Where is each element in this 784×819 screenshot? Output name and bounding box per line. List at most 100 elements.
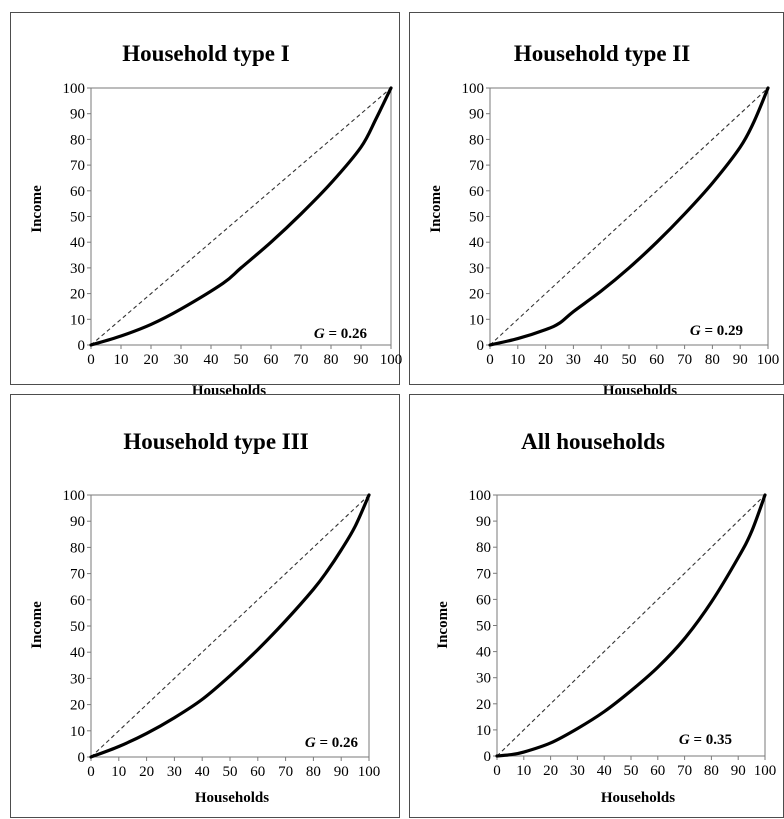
- x-tick-label: 80: [705, 352, 720, 368]
- y-tick-label: 80: [476, 540, 491, 556]
- x-tick-label: 30: [566, 352, 581, 368]
- x-tick-label: 40: [594, 352, 609, 368]
- y-tick-label: 0: [484, 749, 492, 765]
- lorenz-chart-household-type-1: Household type I 0 10 20 30 40 50 60 70 80 90 100 0 1…: [29, 41, 403, 399]
- y-tick-label: 100: [63, 488, 86, 504]
- y-tick-label: 50: [476, 619, 491, 635]
- x-tick-label: 20: [538, 352, 553, 368]
- lorenz-curve: [495, 493, 767, 758]
- gini-coefficient-label: G = 0.35: [679, 732, 732, 748]
- y-tick-label: 80: [70, 540, 85, 556]
- gini-coefficient-label: G = 0.29: [690, 323, 743, 339]
- equality-line: [496, 494, 766, 757]
- chart-panel-all-households: All households 0 10 20 30 40 50 60 70 80 90 100 0 10 2…: [409, 394, 784, 818]
- y-tick-label: 30: [469, 261, 484, 277]
- lorenz-chart-all-households: All households 0 10 20 30 40 50 60 70 80 90 100 0 10 2…: [435, 429, 777, 806]
- y-axis-label: Income: [428, 185, 444, 233]
- x-tick-label: 0: [493, 763, 501, 779]
- y-tick-label: 20: [70, 698, 85, 714]
- lorenz-chart-household-type-3: Household type III0102030405060708090100…: [29, 429, 381, 806]
- gini-coefficient-label: G = 0.26: [314, 326, 368, 342]
- x-tick-label: 100: [380, 352, 403, 368]
- x-tick-label: 70: [677, 352, 692, 368]
- chart-panel-household-type-1: Household type I 0 10 20 30 40 50 60 70 80 90 100 0 1…: [10, 12, 403, 399]
- y-tick-label: 40: [469, 235, 484, 251]
- y-tick-label: 20: [469, 287, 484, 303]
- chart-panel-household-type-2: Household type II 0 10 20 30 40 50 60 70 80 90 100 0…: [409, 12, 784, 399]
- chart-panel-household-type-3: Household type III 0 10 20 30 40 50 60 70 80 90 100…: [10, 394, 400, 818]
- y-tick-label: 50: [70, 210, 85, 226]
- equality-line: [90, 87, 392, 346]
- y-tick-label: 50: [469, 210, 484, 226]
- x-tick-label: 20: [543, 763, 558, 779]
- x-tick-label: 10: [510, 352, 525, 368]
- x-tick-label: 90: [334, 764, 349, 780]
- y-tick-label: 60: [70, 593, 85, 609]
- lorenz-curve: [488, 86, 770, 347]
- y-tick-label: 40: [70, 235, 85, 251]
- x-tick-label: 40: [597, 763, 612, 779]
- y-tick-label: 50: [70, 619, 85, 635]
- x-tick-label: 60: [250, 764, 265, 780]
- chart-title: All households: [521, 429, 665, 454]
- y-tick-label: 100: [469, 488, 492, 504]
- y-tick-label: 30: [70, 261, 85, 277]
- y-tick-label: 100: [63, 81, 86, 97]
- y-tick-label: 0: [477, 338, 485, 354]
- equality-line: [489, 87, 769, 346]
- x-tick-label: 30: [570, 763, 585, 779]
- x-tick-label: 0: [87, 352, 95, 368]
- y-tick-label: 70: [476, 566, 491, 582]
- y-tick-label: 20: [476, 697, 491, 713]
- x-tick-label: 0: [486, 352, 494, 368]
- chart-title: Household type II: [514, 41, 690, 66]
- x-tick-label: 90: [731, 763, 746, 779]
- x-tick-label: 70: [677, 763, 692, 779]
- x-tick-label: 100: [754, 763, 777, 779]
- y-tick-label: 100: [462, 81, 485, 97]
- x-tick-label: 50: [624, 763, 639, 779]
- x-tick-label: 100: [757, 352, 780, 368]
- y-tick-label: 0: [78, 750, 86, 766]
- x-tick-label: 70: [294, 352, 309, 368]
- x-tick-label: 10: [111, 764, 126, 780]
- y-tick-label: 70: [70, 158, 85, 174]
- x-axis-label: Households: [601, 790, 675, 806]
- x-tick-label: 80: [306, 764, 321, 780]
- x-tick-label: 60: [264, 352, 279, 368]
- y-tick-label: 70: [469, 158, 484, 174]
- lorenz-chart-household-type-2: Household type II 0 10 20 30 40 50 60 70 80 90 100 0…: [428, 41, 780, 399]
- y-tick-label: 10: [70, 312, 85, 328]
- lorenz-curve: [89, 86, 393, 347]
- y-tick-label: 30: [476, 671, 491, 687]
- x-tick-label: 40: [204, 352, 219, 368]
- x-tick-label: 50: [234, 352, 249, 368]
- x-tick-label: 100: [358, 764, 381, 780]
- chart-title: Household type I: [122, 41, 289, 66]
- x-tick-label: 50: [622, 352, 637, 368]
- x-tick-label: 70: [278, 764, 293, 780]
- y-tick-label: 90: [70, 514, 85, 530]
- y-tick-label: 70: [70, 567, 85, 583]
- y-tick-label: 90: [469, 107, 484, 123]
- x-tick-label: 50: [223, 764, 238, 780]
- y-tick-label: 10: [469, 312, 484, 328]
- x-axis-label: Households: [195, 790, 269, 806]
- y-tick-label: 40: [70, 645, 85, 661]
- x-tick-label: 80: [324, 352, 339, 368]
- lorenz-curve: [89, 493, 371, 759]
- y-tick-label: 80: [469, 132, 484, 148]
- x-tick-label: 80: [704, 763, 719, 779]
- x-tick-label: 90: [354, 352, 369, 368]
- x-tick-label: 60: [650, 763, 665, 779]
- y-tick-label: 80: [70, 132, 85, 148]
- y-tick-label: 0: [78, 338, 86, 354]
- x-tick-label: 0: [87, 764, 95, 780]
- x-tick-label: 60: [649, 352, 664, 368]
- y-axis-label: Income: [29, 185, 45, 233]
- y-axis-label: Income: [435, 601, 451, 649]
- gini-coefficient-label: G = 0.26: [305, 735, 359, 751]
- x-tick-label: 30: [174, 352, 189, 368]
- chart-title: Household type III: [123, 429, 308, 454]
- x-tick-label: 10: [516, 763, 531, 779]
